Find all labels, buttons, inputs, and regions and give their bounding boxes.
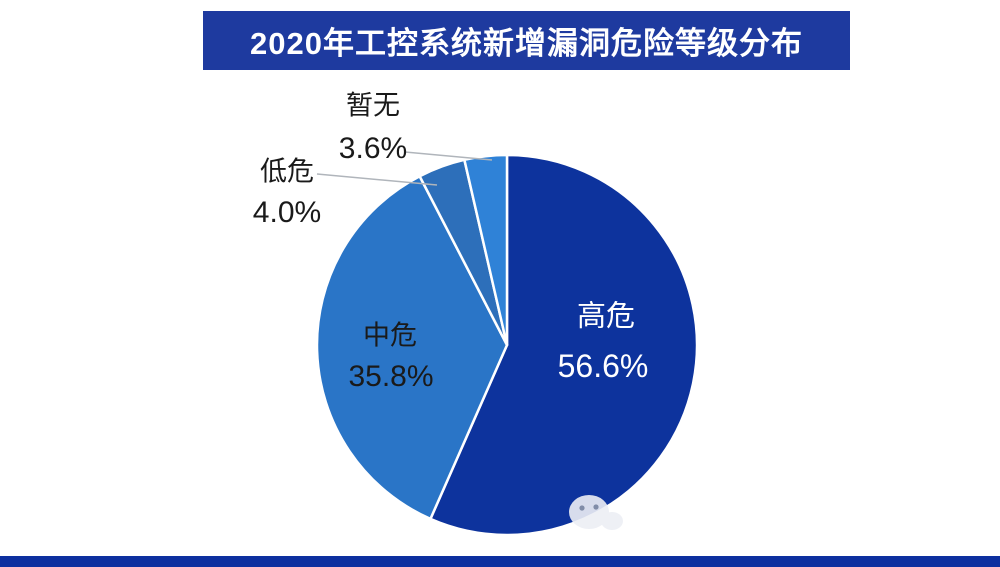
slice-label-zhongwei: 中危 (363, 320, 417, 351)
leader-line-zanwu (404, 151, 493, 161)
wechat-icon (569, 495, 623, 530)
pie-slice-高危 (429, 153, 699, 537)
slice-label-diwei: 低危 (260, 156, 314, 187)
slice-label-gaowei: 高危 (576, 300, 636, 333)
slice-value-gaowei: 56.6% (557, 348, 649, 384)
leader-line-diwei (316, 173, 438, 186)
slice-value-zhongwei: 35.8% (348, 360, 434, 393)
slice-value-zanwu: 3.6% (338, 132, 408, 165)
chart-title: 2020年工控系统新增漏洞危险等级分布 (250, 26, 803, 61)
footer-bar (0, 556, 1000, 567)
slice-label-zanwu: 暂无 (346, 90, 400, 121)
pie-slice-暂无 (463, 153, 509, 347)
slice-value-diwei: 4.0% (252, 196, 322, 229)
pie-slice-中危 (315, 175, 509, 521)
chart-title-banner: 2020年工控系统新增漏洞危险等级分布 (203, 11, 850, 70)
